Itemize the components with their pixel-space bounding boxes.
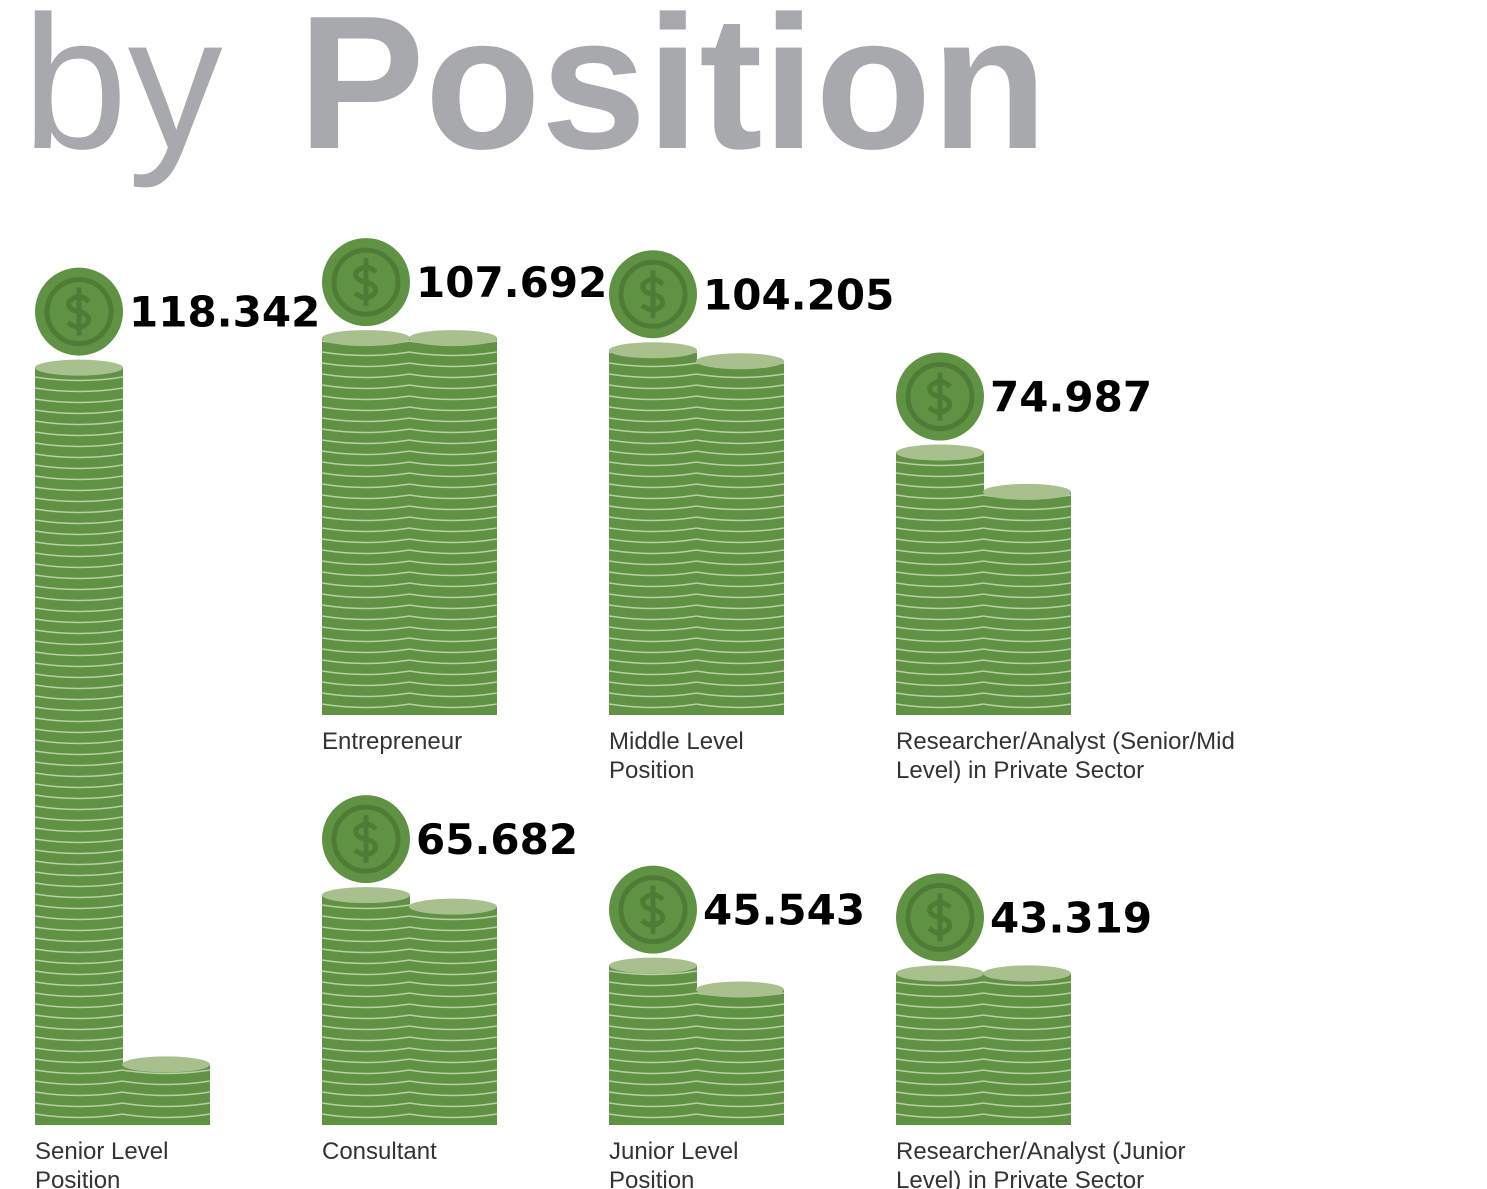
coin-stack	[609, 342, 784, 715]
value-label: 43.319	[990, 893, 1152, 942]
category-label: Researcher/Analyst (JuniorLevel) in Priv…	[896, 1138, 1185, 1189]
coin-column	[983, 492, 1071, 715]
coin-column	[609, 350, 697, 715]
value-label: 104.205	[703, 270, 894, 319]
category-label: Entrepreneur	[322, 728, 462, 755]
coin-column	[322, 338, 410, 715]
coin-top	[696, 353, 784, 369]
category-label: Middle LevelPosition	[609, 728, 744, 784]
coin-top	[35, 360, 123, 376]
coin-stack	[896, 965, 1071, 1125]
value-label: 118.342	[129, 288, 320, 337]
coin-stack	[896, 445, 1071, 715]
title-light: by	[22, 0, 223, 189]
coin-top	[322, 887, 410, 903]
coin-top	[409, 330, 497, 346]
value-label: 74.987	[990, 373, 1152, 422]
coin-stack	[322, 887, 497, 1125]
coin-top	[122, 1056, 210, 1072]
coin-column	[409, 338, 497, 715]
coin-top	[896, 965, 984, 981]
category-label: Consultant	[322, 1138, 437, 1165]
coin-column	[322, 895, 410, 1125]
chart: by Position 118.342 Senior LevelPosition 1…	[0, 0, 1487, 1189]
coin-stack	[35, 360, 210, 1125]
coin-stack	[609, 958, 784, 1125]
coin-top	[409, 899, 497, 915]
coin-top	[896, 445, 984, 461]
value-label: 45.543	[703, 886, 865, 935]
coin-column	[896, 453, 984, 715]
coin-top	[983, 965, 1071, 981]
category-label: Senior LevelPosition	[35, 1138, 168, 1189]
coin-column	[609, 966, 697, 1125]
coin-column	[35, 368, 123, 1125]
title-bold: Position	[298, 0, 1047, 189]
coin-top	[609, 958, 697, 974]
value-label: 65.682	[416, 815, 578, 864]
value-label: 107.692	[416, 258, 607, 307]
coin-top	[609, 342, 697, 358]
coin-stack	[322, 330, 497, 715]
coin-top	[322, 330, 410, 346]
coin-top	[696, 982, 784, 998]
coin-top	[983, 484, 1071, 500]
